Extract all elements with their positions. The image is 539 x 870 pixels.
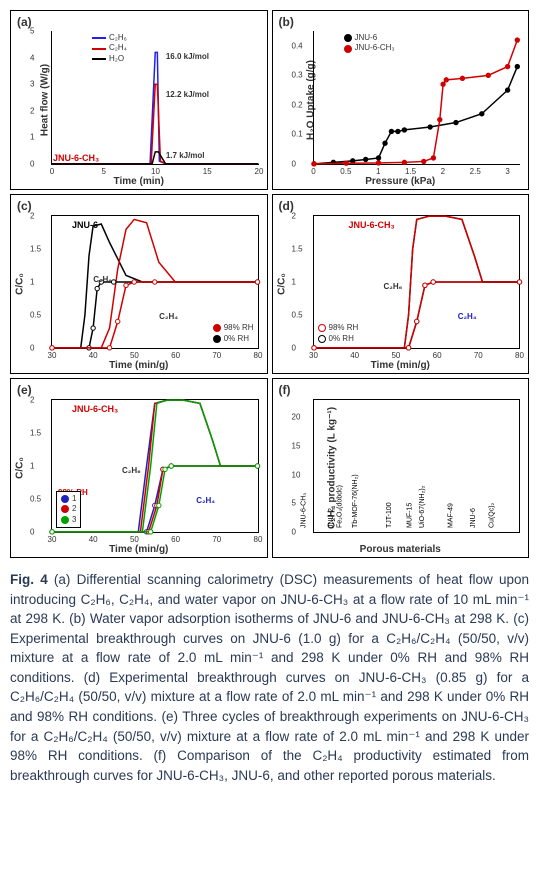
panel-c-sample-label: JNU-6 xyxy=(72,220,98,230)
caption-text: (a) Differential scanning calorimetry (D… xyxy=(10,572,529,783)
panel-d-sample-label: JNU-6-CH₃ xyxy=(349,220,395,230)
panel-c: (c) C/C₀ Time (min/g) JNU-6 98% RH0% RH … xyxy=(10,194,268,374)
panel-c-plot: JNU-6 98% RH0% RH C₂H₆C₂H₄ 3040506070800… xyxy=(51,215,259,349)
panel-d-xlabel: Time (min/g) xyxy=(371,360,430,371)
panel-a-plot: C₂H₆C₂H₄H₂O 16.0 kJ/mol12.2 kJ/mol1.7 kJ… xyxy=(51,31,259,165)
panel-c-legend: 98% RH0% RH xyxy=(213,323,254,344)
panel-a: (a) Heat flow (W/g) Time (min) C₂H₆C₂H₄H… xyxy=(10,10,268,190)
panel-b-xlabel: Pressure (kPa) xyxy=(365,176,435,187)
panel-b-legend: JNU-6JNU-6-CH₃ xyxy=(344,33,395,54)
panel-f-plot: JNU-6-CH₃JNU-2Fe₂O₃(dobdc)Tb-MOF-76(NH₂)… xyxy=(313,399,521,533)
panel-e-xlabel: Time (min/g) xyxy=(109,544,168,555)
panel-f-bars: JNU-6-CH₃JNU-2Fe₂O₃(dobdc)Tb-MOF-76(NH₂)… xyxy=(314,400,520,532)
figure-caption: Fig. 4 (a) Differential scanning calorim… xyxy=(10,570,529,785)
panel-a-xlabel: Time (min) xyxy=(114,176,164,187)
panel-a-ylabel: Heat flow (W/g) xyxy=(40,64,51,136)
caption-bold: Fig. 4 xyxy=(10,572,48,587)
panel-b: (b) H₂O Uptake (g/g) Pressure (kPa) JNU-… xyxy=(272,10,530,190)
panel-b-label: (b) xyxy=(279,15,294,29)
panel-e-sample-label: JNU-6-CH₃ xyxy=(72,404,118,414)
panel-e: (e) C/C₀ Time (min/g) JNU-6-CH₃ 98% RH 1… xyxy=(10,378,268,558)
panel-d: (d) C/C₀ Time (min/g) JNU-6-CH₃ 98% RH0%… xyxy=(272,194,530,374)
figure-grid: (a) Heat flow (W/g) Time (min) C₂H₆C₂H₄H… xyxy=(10,10,529,558)
panel-e-ylabel: C/C₀ xyxy=(14,457,25,479)
panel-a-sample-label: JNU-6-CH₃ xyxy=(53,153,99,163)
panel-f: (f) C₂H₄ productivity (L kg⁻¹) Porous ma… xyxy=(272,378,530,558)
panel-a-legend: C₂H₆C₂H₄H₂O xyxy=(92,33,127,64)
panel-c-xlabel: Time (min/g) xyxy=(109,360,168,371)
panel-f-xlabel: Porous materials xyxy=(360,544,441,555)
panel-e-plot: JNU-6-CH₃ 98% RH 123 C₂H₆C₂H₄ 3040506070… xyxy=(51,399,259,533)
panel-f-label: (f) xyxy=(279,383,291,397)
panel-c-ylabel: C/C₀ xyxy=(14,273,25,295)
panel-b-plot: JNU-6JNU-6-CH₃ 00.511.522.5300.10.20.30.… xyxy=(313,31,521,165)
panel-d-plot: JNU-6-CH₃ 98% RH0% RH C₂H₆C₂H₄ 304050607… xyxy=(313,215,521,349)
panel-d-legend: 98% RH0% RH xyxy=(318,323,359,344)
panel-d-ylabel: C/C₀ xyxy=(276,273,287,295)
panel-e-legend: 123 xyxy=(56,491,81,528)
